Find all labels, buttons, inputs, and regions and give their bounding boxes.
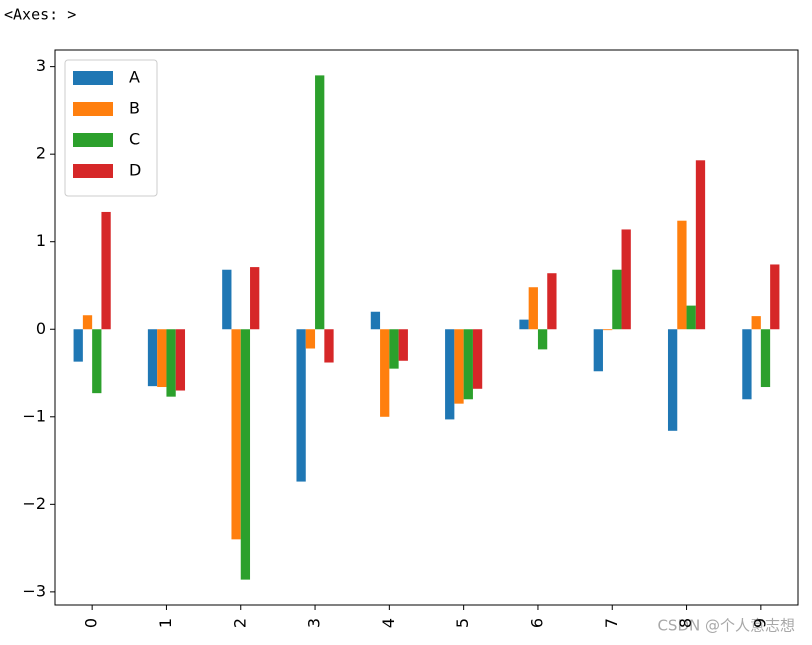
bar (315, 75, 325, 330)
output-text: <Axes: > (4, 6, 76, 24)
legend-swatch (73, 133, 113, 147)
bar (166, 329, 176, 397)
legend-label: C (129, 130, 140, 149)
bar (770, 264, 780, 330)
bar (231, 329, 241, 540)
bar (686, 305, 696, 330)
x-tick-label: 8 (676, 618, 695, 628)
bar (370, 311, 381, 330)
y-tick-label: −2 (22, 494, 46, 513)
bar (175, 329, 186, 391)
bar (240, 329, 251, 580)
y-tick-label: 2 (36, 144, 46, 163)
bar (389, 329, 399, 369)
bar (463, 329, 473, 400)
legend-box (64, 59, 158, 197)
legend-label: A (129, 68, 140, 87)
bar (742, 329, 752, 400)
bar (760, 329, 771, 388)
bar (667, 329, 678, 431)
bar (380, 329, 390, 417)
bar (101, 211, 111, 330)
bar (547, 273, 557, 330)
y-tick-label: −3 (22, 581, 46, 600)
bar (92, 329, 102, 394)
x-tick-label: 1 (156, 618, 175, 628)
legend-label: D (129, 161, 141, 180)
x-tick-label: 5 (453, 618, 472, 628)
bar (296, 329, 306, 482)
bar (324, 329, 334, 363)
bar (445, 329, 455, 420)
x-tick-label: 7 (602, 618, 621, 628)
bar (751, 316, 761, 330)
bar (250, 267, 260, 330)
x-tick-label: 9 (750, 618, 769, 628)
legend-label: B (129, 99, 140, 118)
legend-swatch (73, 164, 113, 178)
y-tick-label: 1 (36, 231, 46, 250)
bar (602, 329, 613, 331)
y-tick-label: −1 (22, 406, 46, 425)
bar (677, 220, 687, 330)
bar (528, 287, 538, 330)
bar (147, 329, 158, 387)
bar (621, 229, 631, 330)
bar (593, 329, 603, 372)
x-tick-label: 4 (379, 618, 398, 628)
x-tick-label: 3 (305, 618, 324, 628)
x-tick-label: 0 (82, 618, 101, 628)
x-tick-label: 6 (527, 618, 546, 628)
bar (73, 329, 83, 362)
watermark: CSDN @个人意志想 (657, 617, 795, 635)
x-tick-label: 2 (230, 618, 249, 628)
bar (537, 329, 548, 350)
bar (695, 160, 706, 330)
bar (398, 329, 408, 361)
bar (222, 269, 232, 330)
legend-swatch (73, 71, 113, 85)
bar (612, 269, 622, 330)
bar (519, 319, 529, 330)
bar (305, 329, 316, 349)
legend-swatch (73, 102, 113, 116)
bar (82, 315, 93, 330)
bar (157, 329, 167, 388)
bar (472, 329, 483, 389)
axes-frame (54, 49, 799, 606)
bar (454, 329, 464, 404)
y-tick-label: 3 (36, 56, 46, 75)
y-tick-label: 0 (36, 319, 46, 338)
